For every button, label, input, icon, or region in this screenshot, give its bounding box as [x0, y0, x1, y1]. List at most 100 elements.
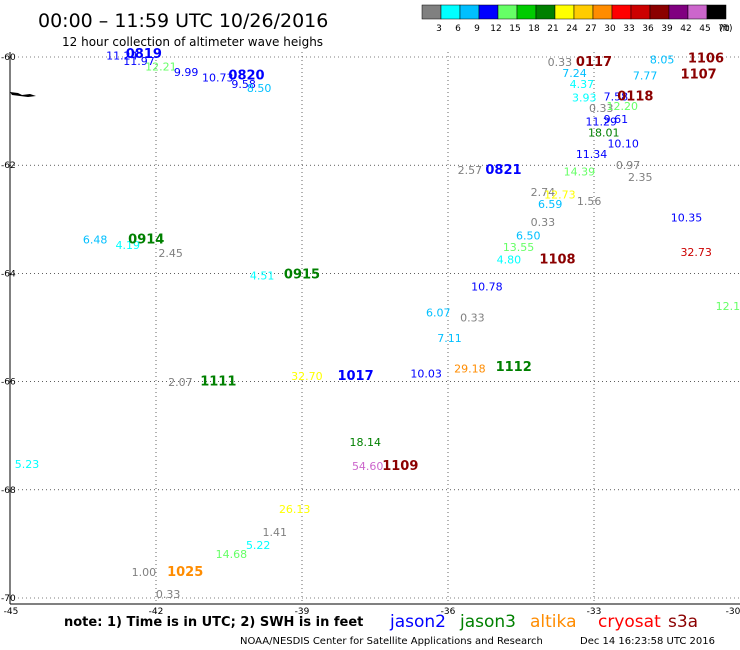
wave-height-label: 11.34 — [576, 148, 608, 161]
wave-height-label: 8.50 — [247, 82, 272, 95]
wave-height-label: 4.51 — [250, 269, 275, 282]
wave-height-label: 10.03 — [410, 367, 442, 380]
colorbar-swatch — [421, 4, 442, 20]
latitude-tick-label: -60 — [1, 53, 16, 63]
wave-height-label: 14.39 — [564, 165, 596, 178]
colorbar-tick-label: 27 — [585, 24, 596, 34]
colorbar-swatch — [573, 4, 594, 20]
wave-height-label: 2.07 — [168, 376, 193, 389]
wave-height-label: 11.97 — [123, 55, 155, 68]
wave-height-label: 10.73 — [202, 71, 234, 84]
wave-height-label: 9.58 — [231, 78, 256, 91]
wave-height-label: 12.1 — [716, 300, 740, 313]
colorbar-tick-label: 6 — [455, 24, 461, 34]
wave-height-label: 3.93 — [572, 91, 597, 104]
latitude-labels: -60 -62 -64 -66 -68 -70 — [1, 53, 16, 604]
wave-height-label: 11.29 — [586, 116, 618, 129]
colorbar-swatch — [592, 4, 613, 20]
colorbar-tick-label: 39 — [661, 24, 673, 34]
footer-date: Dec 14 16:23:58 UTC 2016 — [580, 636, 715, 647]
wave-height-label: 0.33 — [460, 312, 485, 325]
colorbar-tick-label: 70 — [718, 24, 730, 34]
colorbar-legend: 3 6 9 12 15 18 21 24 27 30 33 36 39 42 45 70 — [421, 4, 730, 34]
colorbar-swatch — [611, 4, 632, 20]
colorbar-swatch — [630, 4, 651, 20]
pass-time-label: 0819 — [126, 47, 162, 62]
longitude-tick-label: -45 — [4, 607, 19, 617]
colorbar-tick-label: 12 — [490, 24, 501, 34]
pass-time-label: 0117 — [576, 55, 612, 70]
wave-height-label: 18.01 — [588, 127, 620, 140]
wave-height-label: 7.11 — [437, 332, 462, 345]
colorbar-swatch — [478, 4, 499, 20]
wave-height-label: 5.22 — [246, 539, 271, 552]
wave-height-label: 4.19 — [116, 239, 141, 252]
satellite-legend-jason2: jason2 — [389, 612, 446, 632]
colorbar-tick-label: 33 — [623, 24, 634, 34]
wave-height-label: 2.74 — [531, 186, 556, 199]
wave-height-label: 10.35 — [671, 211, 703, 224]
wave-height-label: 2.57 — [458, 164, 483, 177]
wave-height-label: 2.45 — [158, 247, 183, 260]
pass-time-label: 0914 — [128, 233, 164, 248]
pass-time-label: 0118 — [617, 89, 653, 104]
colorbar-tick-label: 42 — [680, 24, 691, 34]
latitude-tick-label: -64 — [1, 269, 16, 279]
units-note: note: 1) Time is in UTC; 2) SWH is in fe… — [64, 615, 363, 630]
wave-height-label: 12.21 — [145, 61, 177, 74]
wave-height-label: 6.50 — [516, 229, 541, 242]
colorbar-tick-label: 15 — [509, 24, 520, 34]
map-title: 00:00 – 11:59 UTC 10/26/2016 — [38, 10, 328, 32]
wave-height-label: 13.55 — [503, 241, 535, 254]
pass-time-label: 1107 — [681, 68, 717, 83]
island-outline — [10, 92, 36, 97]
plot-frame — [9, 52, 740, 605]
colorbar-swatch — [554, 4, 575, 20]
colorbar-tick-label: 45 — [699, 24, 710, 34]
wave-height-label: 1.41 — [262, 526, 287, 539]
pass-time-label: 1108 — [539, 253, 575, 268]
pass-time-label: 0821 — [485, 163, 521, 178]
colorbar-swatch — [497, 4, 518, 20]
colorbar-tick-label: 30 — [604, 24, 616, 34]
wave-height-label: 6.59 — [538, 198, 563, 211]
wave-height-label: 12.73 — [544, 189, 576, 202]
wave-height-label: 6.07 — [426, 307, 451, 320]
pass-time-label: 1111 — [200, 374, 236, 389]
wave-height-label: 4.37 — [570, 78, 595, 91]
longitude-labels: -45 -42 -39 -36 -33 -30 — [4, 607, 740, 617]
latitude-tick-label: -62 — [1, 161, 16, 171]
colorbar-tick-label: 18 — [528, 24, 540, 34]
colorbar-swatch — [516, 4, 537, 20]
satellite-legend: jason2 jason3 altika cryosat s3a — [389, 612, 698, 632]
colorbar-swatch — [440, 4, 461, 20]
satellite-legend-altika: altika — [530, 612, 577, 632]
pass-time-label: 1109 — [382, 459, 418, 474]
wave-height-label: 7.77 — [633, 70, 658, 83]
wave-height-label: 10.78 — [471, 281, 503, 294]
wave-height-label: 54.60 — [352, 460, 384, 473]
wave-height-label: 0.33 — [548, 56, 573, 69]
wave-height-label: 18.14 — [350, 436, 382, 449]
wave-height-label: 5.23 — [15, 458, 40, 471]
wave-height-label: 4.80 — [497, 254, 522, 267]
longitude-tick-label: -39 — [295, 607, 310, 617]
wave-height-label: 0.33 — [531, 216, 556, 229]
wave-height-label: 7.58 — [604, 90, 629, 103]
colorbar-swatch — [535, 4, 556, 20]
satellite-legend-jason3: jason3 — [459, 612, 516, 632]
wave-height-label: 1.00 — [132, 566, 157, 579]
pass-time-label: 1017 — [337, 369, 373, 384]
wave-height-label: 6.48 — [83, 234, 108, 247]
pass-time-label: 1025 — [167, 565, 203, 580]
wave-height-label: 14.68 — [216, 548, 248, 561]
pass-time-label: 1112 — [496, 360, 532, 375]
grid-lines — [10, 52, 740, 604]
colorbar-swatch — [687, 4, 708, 20]
wave-height-label: 7.24 — [562, 67, 587, 80]
wave-height-label: 0.33 — [156, 588, 181, 601]
wave-height-label: 12.20 — [606, 100, 638, 113]
longitude-tick-label: -30 — [726, 607, 740, 617]
colorbar-swatch — [706, 4, 727, 20]
